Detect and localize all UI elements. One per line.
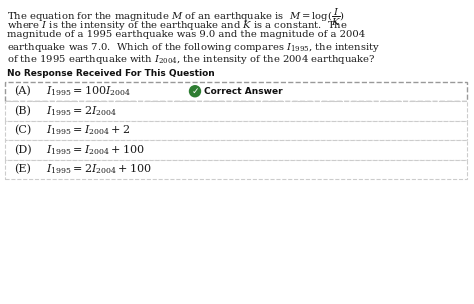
- Text: (C): (C): [14, 125, 31, 135]
- Text: ✓: ✓: [191, 87, 199, 96]
- Bar: [5, 101, 467, 120]
- Text: $I_{1995} = I_{2004} + 100$: $I_{1995} = I_{2004} + 100$: [46, 143, 145, 157]
- Text: The equation for the magnitude $M$ of an earthquake is  $M = \log(\dfrac{I}{K})$: The equation for the magnitude $M$ of an…: [7, 7, 345, 28]
- Bar: [5, 120, 467, 140]
- Text: $I_{1995} = 2I_{2004}$: $I_{1995} = 2I_{2004}$: [46, 104, 117, 118]
- Text: (E): (E): [14, 164, 31, 174]
- Text: earthquake was 7.0.  Which of the following compares $I_{1995}$, the intensity: earthquake was 7.0. Which of the followi…: [7, 42, 380, 54]
- Text: $I_{1995} = 100I_{2004}$: $I_{1995} = 100I_{2004}$: [46, 84, 131, 98]
- Bar: [5, 140, 467, 160]
- Bar: [5, 160, 467, 179]
- Circle shape: [190, 86, 201, 97]
- Text: (D): (D): [14, 145, 32, 155]
- Text: Correct Answer: Correct Answer: [204, 87, 283, 96]
- Text: $I_{1995} = I_{2004} + 2$: $I_{1995} = I_{2004} + 2$: [46, 123, 130, 137]
- Bar: [5, 81, 467, 101]
- Text: magnitude of a 1995 earthquake was 9.0 and the magnitude of a 2004: magnitude of a 1995 earthquake was 9.0 a…: [7, 30, 365, 39]
- Text: (A): (A): [14, 86, 31, 96]
- Text: $I_{1995} = 2I_{2004} + 100$: $I_{1995} = 2I_{2004} + 100$: [46, 162, 152, 176]
- Text: (B): (B): [14, 105, 31, 116]
- Text: No Response Received For This Question: No Response Received For This Question: [7, 70, 215, 78]
- Text: where $I$ is the intensity of the earthquake and $K$ is a constant.  The: where $I$ is the intensity of the earthq…: [7, 19, 348, 32]
- Text: of the 1995 earthquake with $I_{2004}$, the intensity of the 2004 earthquake?: of the 1995 earthquake with $I_{2004}$, …: [7, 53, 375, 66]
